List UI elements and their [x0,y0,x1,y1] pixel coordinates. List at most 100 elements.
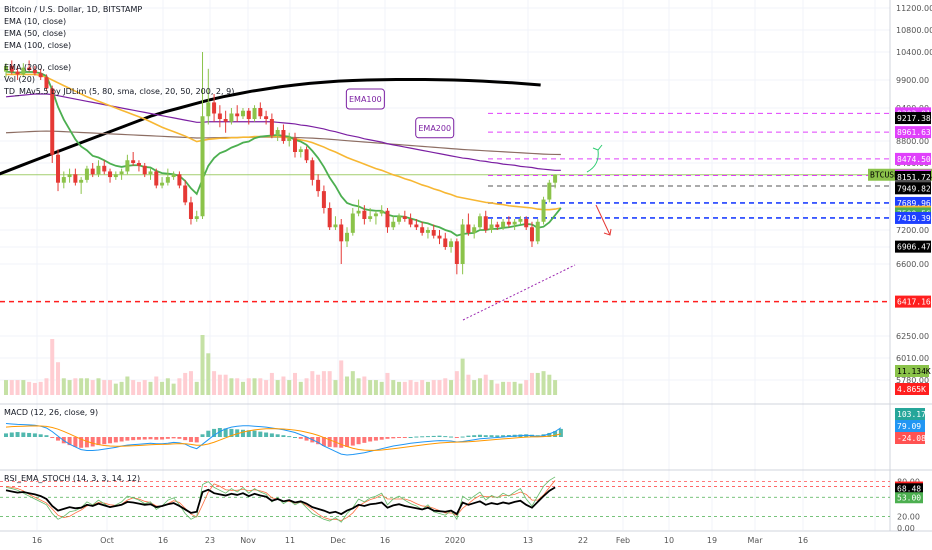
candle-body [391,221,396,228]
volume-bar [460,358,465,395]
macd-hist-bar [229,428,234,437]
macd-hist-bar [50,437,55,438]
time-tick-8: 2020 [445,536,465,545]
macd-hist-bar [252,430,257,437]
macd-hist-bar [350,437,355,446]
volume-bar [437,380,442,395]
candle-body [524,219,529,228]
volume-bar [188,371,193,395]
macd-hist-bar [287,436,292,438]
volume-bar [518,383,523,395]
volume-bar [477,378,482,395]
macd-hist-bar [298,437,303,439]
candle-body [84,168,89,180]
rsi-title: RSI_EMA_STOCH (14, 3, 3, 14, 12) [4,474,140,483]
macd-hist-bar [408,437,413,438]
volume-bar [142,380,147,395]
pane-dividers [0,0,932,532]
candle-body [547,182,552,200]
macd-hist-bar [345,437,350,447]
volume-bar [56,362,61,395]
volume-bar [217,374,222,395]
candle-body [489,224,494,230]
legend-td-ma[interactable]: TD_MAv5.5 by JDLim (5, 80, sma, close, 2… [3,87,234,96]
candle-body [67,174,72,178]
candle-body [79,179,84,183]
candle-body [310,160,315,180]
candle-body [327,208,332,228]
price-tick-10: 6600.00 [896,260,929,269]
legend-ema50[interactable]: EMA (50, close) [4,29,66,38]
macd-hist-bar [558,428,563,437]
volume-bar [38,381,43,395]
macd-hist-bar [414,436,419,438]
macd-hist-bar [391,437,396,439]
volume-bar [495,383,500,395]
candle-body [183,185,188,203]
volume-bar [449,380,454,395]
macd-hist-bar [177,437,182,439]
macd-hist-bar [90,437,95,447]
volume-bar [454,371,459,395]
volume-bar [73,378,78,395]
legend-ema100[interactable]: EMA (100, close) [4,41,71,50]
time-tick-12: 10 [664,536,674,545]
macd-hist-bar [96,437,101,446]
macd-hist-bar [136,437,141,440]
time-tick-5: 11 [285,536,295,545]
macd-hist-bar [73,437,78,447]
price-tag-box-1 [895,112,931,125]
candle-body [113,174,118,178]
price-tick-5: 8800.00 [896,137,929,146]
volume-bar [362,376,367,395]
macd-hist-bar [142,437,147,440]
legend-volume[interactable]: Vol (20) [4,75,35,84]
volume-bar [229,378,234,395]
time-tick-14: Mar [747,536,763,545]
callout-label-1: EMA200 [418,124,451,133]
candle-body [50,88,55,155]
macd-hist-bar [38,434,43,437]
time-tick-13: 19 [707,536,717,545]
macd-hist-bar [212,428,217,437]
candle-body [529,227,534,242]
macd-hist-bar [420,436,425,438]
candle-body [385,210,390,228]
macd-hist-bar [293,437,297,438]
td-ma-curve [0,77,541,176]
legend-ema200[interactable]: EMA (200, close) [4,63,71,72]
macd-hist-bar [223,428,228,437]
volume-bar [402,381,407,395]
volume-tag-box-1 [895,383,929,395]
volume-bar [90,380,95,395]
candle-body [223,119,228,122]
macd-hist-bar [402,437,407,438]
candle-body [339,224,344,242]
price-tick-1: 10800.00 [896,26,932,35]
legend-ema10[interactable]: EMA (10, close) [4,17,66,26]
candle-body [304,149,309,161]
candle-body [466,224,471,233]
macd-hist-bar [217,428,222,437]
candle-body [160,182,165,186]
price-tag-label-1: 9217.38 [897,114,931,123]
macd-hist-bar [102,437,107,445]
candle-body [321,191,326,208]
volume-bar [304,378,309,395]
rsi-line [5,486,556,516]
candle-body [258,108,263,117]
rsi-tag-label-2: 68.48 [897,484,921,493]
macd-pane: 103.17 79.09 -24.08 [4,408,926,456]
volume-bar [252,378,257,395]
macd-signal-line [5,425,561,451]
volume-bar [327,371,332,395]
candle-body [281,130,286,141]
volume-bar [345,376,350,395]
time-tick-7: 16 [380,536,390,545]
volume-bar [269,372,274,395]
macd-hist-bar [373,437,378,441]
macd-hist-bar [160,437,165,440]
volume-bar [368,380,373,395]
candle-body [206,102,211,117]
macd-hist-bar [235,429,240,437]
